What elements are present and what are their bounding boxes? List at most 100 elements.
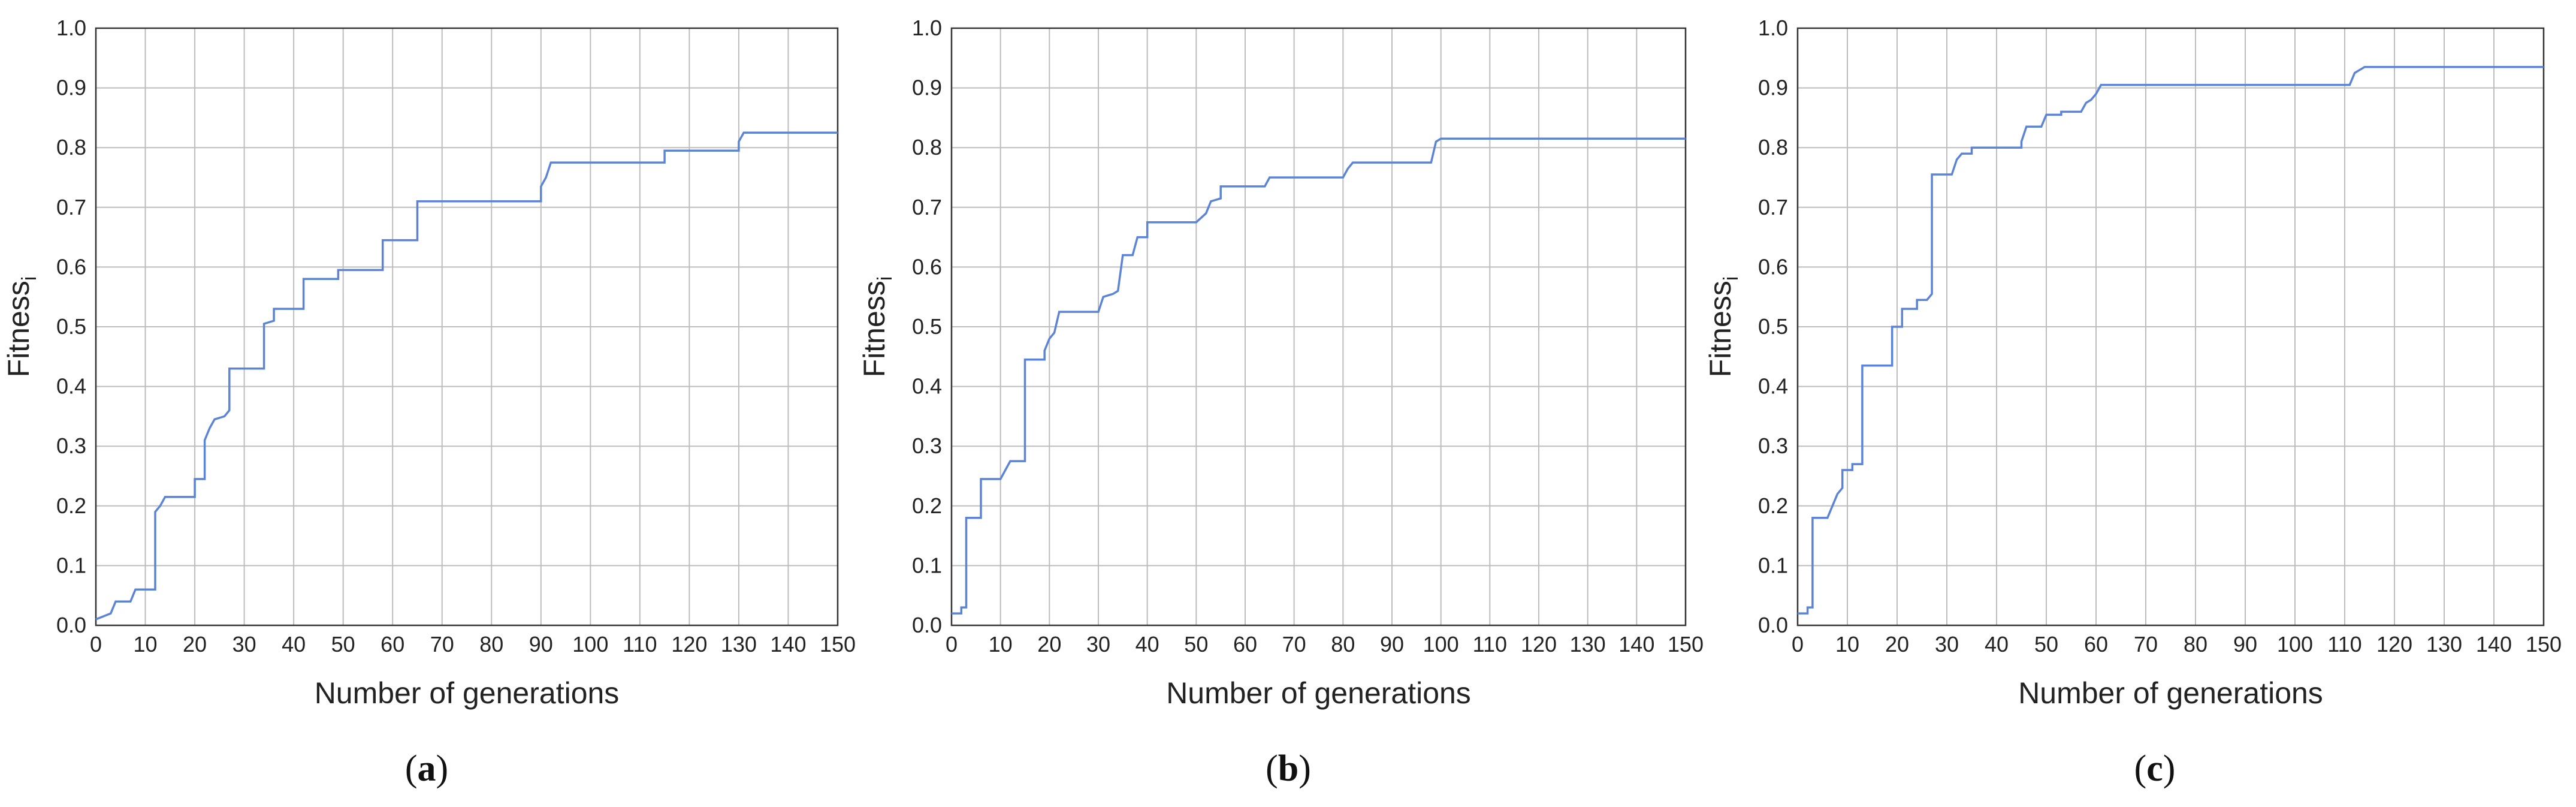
- y-axis-title: Fitnessi: [1704, 276, 1743, 378]
- plot-frame: [1796, 27, 2545, 627]
- plot-frame: [95, 27, 839, 627]
- x-tick-label: 0: [946, 632, 958, 657]
- fitness-series-line: [1798, 65, 2544, 615]
- x-tick-label: 70: [2134, 632, 2158, 657]
- panel-caption: (c): [2134, 748, 2176, 789]
- y-tick-label: 0.0: [1758, 613, 1788, 637]
- panel-caption: (a): [405, 748, 448, 789]
- chart-panel-c: 0 10 20 30 40 50 60 70 80 90 100 110 120 130 140 150 0.0…: [1704, 16, 2562, 789]
- y-tick-label: 0.6: [56, 254, 86, 279]
- x-tick-label: 100: [1423, 632, 1459, 657]
- y-axis-title-main: Fitness: [857, 281, 891, 377]
- x-axis-title: Number of generations: [1166, 676, 1471, 710]
- y-tick-label: 0.7: [1758, 195, 1788, 219]
- y-tick-label: 0.5: [1758, 314, 1788, 339]
- y-tick-label: 0.1: [912, 553, 942, 577]
- caption-close-paren: ): [1298, 748, 1311, 789]
- plot-frame: [950, 27, 1687, 627]
- x-tick-label: 20: [183, 632, 207, 657]
- x-tick-label: 20: [1037, 632, 1061, 657]
- x-tick-label: 20: [1885, 632, 1909, 657]
- x-tick-label: 90: [529, 632, 553, 657]
- x-tick-label: 130: [721, 632, 757, 657]
- x-tick-label: 130: [2426, 632, 2462, 657]
- x-tick-label: 110: [1473, 632, 1507, 657]
- y-tick-label: 0.6: [1758, 254, 1788, 279]
- x-tick-label: 110: [2327, 632, 2361, 657]
- x-axis-title: Number of generations: [2018, 676, 2323, 710]
- y-tick-label: 0.2: [56, 493, 86, 518]
- y-tick-label: 0.1: [56, 553, 86, 577]
- x-tick-label: 140: [770, 632, 806, 657]
- y-tick-label: 0.3: [1758, 433, 1788, 458]
- caption-letter: b: [1278, 748, 1298, 789]
- x-tick-label: 130: [1570, 632, 1606, 657]
- y-tick-label: 0.9: [912, 76, 942, 100]
- x-tick-label: 10: [989, 632, 1013, 657]
- x-tick-label: 110: [623, 632, 657, 657]
- fitness-series-line: [952, 137, 1686, 615]
- caption-letter: a: [418, 748, 436, 789]
- y-axis-title-main: Fitness: [2, 281, 35, 377]
- x-tick-label: 30: [1935, 632, 1959, 657]
- x-tick-label: 120: [1521, 632, 1557, 657]
- caption-open-paren: (: [1266, 748, 1278, 789]
- y-tick-label: 0.2: [912, 493, 942, 518]
- x-tick-label: 90: [1380, 632, 1404, 657]
- y-tick-label: 0.8: [56, 135, 86, 159]
- x-tick-label: 70: [1282, 632, 1306, 657]
- x-tick-label: 140: [1618, 632, 1654, 657]
- y-tick-label: 0.4: [1758, 374, 1788, 399]
- x-tick-label: 80: [2184, 632, 2207, 657]
- y-tick-label: 0.9: [1758, 76, 1788, 100]
- x-tick-label: 100: [572, 632, 608, 657]
- y-axis-title-subscript: i: [1720, 276, 1743, 281]
- x-tick-label: 30: [1086, 632, 1110, 657]
- x-tick-label: 0: [90, 632, 102, 657]
- x-tick-label: 50: [331, 632, 355, 657]
- y-tick-label: 1.0: [56, 16, 86, 40]
- y-tick-label: 0.3: [912, 433, 942, 458]
- caption-letter: c: [2146, 748, 2163, 789]
- x-tick-label: 10: [1835, 632, 1859, 657]
- x-axis-title: Number of generations: [315, 676, 620, 710]
- y-tick-label: 0.6: [912, 254, 942, 279]
- x-tick-label: 60: [2084, 632, 2108, 657]
- y-tick-label: 1.0: [1758, 16, 1788, 40]
- x-tick-label: 120: [2376, 632, 2412, 657]
- x-tick-label: 60: [1233, 632, 1257, 657]
- x-tick-label: 140: [2476, 632, 2512, 657]
- y-tick-label: 0.0: [56, 613, 86, 637]
- x-tick-label: 80: [479, 632, 503, 657]
- x-tick-label: 100: [2277, 632, 2313, 657]
- y-tick-label: 0.0: [912, 613, 942, 637]
- y-axis-title-subscript: i: [874, 276, 896, 281]
- y-tick-label: 0.7: [912, 195, 942, 219]
- x-tick-label: 10: [134, 632, 158, 657]
- y-tick-label: 1.0: [912, 16, 942, 40]
- x-tick-label: 40: [1136, 632, 1159, 657]
- y-axis-title: Fitnessi: [2, 276, 41, 378]
- y-tick-label: 0.2: [1758, 493, 1788, 518]
- chart-panel-b: 0 10 20 30 40 50 60 70 80 90 100 110 120 130 140 150 0.0…: [857, 16, 1704, 789]
- x-tick-label: 150: [1668, 632, 1704, 657]
- x-tick-label: 90: [2233, 632, 2257, 657]
- x-tick-label: 50: [1184, 632, 1208, 657]
- y-axis-title-subscript: i: [18, 276, 41, 281]
- y-tick-label: 0.5: [912, 314, 942, 339]
- y-tick-label: 0.8: [912, 135, 942, 159]
- y-axis-title-main: Fitness: [1704, 281, 1737, 377]
- chart-panel-a: 0 10 20 30 40 50 60 70 80 90 100 110 120 130 140 150 0.0…: [2, 16, 856, 789]
- y-tick-label: 0.9: [56, 76, 86, 100]
- y-tick-label: 0.7: [56, 195, 86, 219]
- x-tick-label: 80: [1331, 632, 1355, 657]
- x-tick-label: 150: [2526, 632, 2562, 657]
- x-tick-label: 50: [2034, 632, 2058, 657]
- fitness-series-line: [95, 131, 838, 621]
- x-tick-label: 40: [282, 632, 306, 657]
- x-tick-label: 30: [232, 632, 256, 657]
- y-tick-label: 0.8: [1758, 135, 1788, 159]
- y-tick-label: 0.4: [56, 374, 86, 399]
- y-tick-label: 0.1: [1758, 553, 1788, 577]
